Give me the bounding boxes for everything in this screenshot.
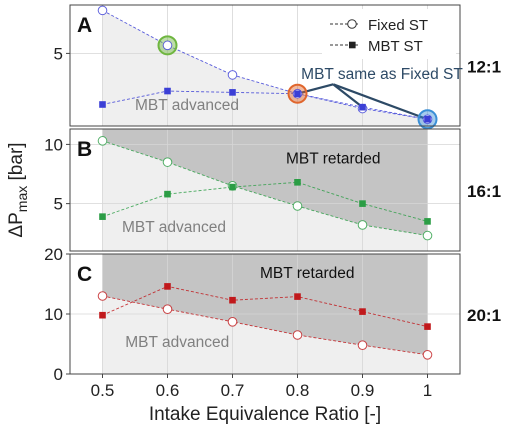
region-annotation: MBT retarded (260, 265, 354, 282)
y-tick-label: 5 (54, 44, 63, 63)
mbt-st-point (99, 213, 106, 220)
mbt-st-point (99, 311, 106, 319)
mbt-st-line (102, 90, 428, 120)
fixed-st-line (102, 9, 428, 120)
fixed-st-point (162, 157, 173, 167)
fixed-st-point (97, 291, 108, 301)
fixed-st-point (292, 330, 303, 340)
mbt-st-point (424, 323, 431, 330)
panel-label: B (77, 138, 92, 161)
series-lines (102, 9, 428, 356)
fixed-st-point (227, 70, 238, 80)
mbt-st-point (229, 89, 236, 96)
x-tick-label: 0.8 (286, 381, 310, 400)
region-annotation: MBT advanced (125, 334, 229, 351)
annotation-arrow (332, 83, 364, 109)
retarded-region-fill (102, 254, 428, 355)
mbt-st-point (229, 183, 236, 191)
fixed-st-line (102, 295, 428, 356)
annotation-arrow (297, 83, 334, 95)
fixed-st-point (357, 340, 368, 351)
legend-fixed-label: Fixed ST (368, 17, 428, 34)
fixed-st-point (97, 136, 108, 146)
region-annotation: MBT retarded (286, 150, 380, 167)
panel-label: A (77, 14, 92, 37)
compression-ratio-label: 12:1 (467, 58, 501, 77)
mbt-st-point (164, 87, 171, 95)
mbt-st-point (164, 283, 171, 290)
legend-fixed-marker (347, 19, 357, 29)
mbt-st-point (294, 90, 301, 98)
fixed-st-point (162, 40, 173, 51)
mbt-st-point (229, 296, 236, 304)
x-tick-label: 0.7 (221, 381, 245, 400)
fixed-st-point (422, 230, 433, 241)
mbt-st-line (102, 181, 428, 222)
y-axis-label-unit: [bar] (6, 142, 27, 185)
region-annotation: MBT advanced (135, 97, 239, 114)
mbt-st-point (359, 103, 366, 111)
y-tick-label: 10 (44, 305, 63, 324)
advanced-region-fill (102, 296, 428, 374)
y-tick-label: 20 (44, 245, 63, 264)
fixed-st-point (162, 304, 173, 315)
mbt-st-point (294, 293, 301, 300)
mbt-st-line (102, 285, 428, 328)
y-tick-label: 10 (44, 135, 63, 154)
data-markers (97, 5, 438, 360)
mbt-st-point (294, 179, 301, 186)
compression-ratio-label: 20:1 (467, 306, 501, 325)
y-tick-label: 0 (54, 365, 63, 384)
region-annotation: MBT advanced (122, 219, 226, 236)
fixed-st-line (102, 140, 428, 237)
mbt-st-point (359, 308, 366, 315)
shaded-regions (102, 10, 428, 374)
y-tick-label: 5 (54, 195, 63, 214)
legend-box (322, 9, 456, 59)
mbt-st-point (164, 190, 171, 198)
fixed-st-point (422, 350, 433, 360)
mbt-st-point (359, 200, 366, 207)
fixed-st-point (97, 5, 108, 16)
retarded-region-fill (102, 129, 428, 236)
compression-ratio-label: 16:1 (467, 182, 501, 201)
x-tick-label: 0.9 (351, 381, 375, 400)
panel-frame (69, 128, 461, 252)
mbt-st-point (424, 115, 431, 123)
region-annotation: MBT same as Fixed ST (301, 66, 463, 83)
legend-mbt-marker (349, 41, 356, 49)
panel-frames (66, 4, 461, 378)
x-tick-label: 1 (423, 381, 432, 400)
y-axis-label-main: ΔP (6, 212, 27, 237)
panel-label: C (77, 263, 92, 286)
fixed-st-point (292, 201, 303, 211)
mbt-st-point (424, 218, 431, 225)
y-axis-label: ΔPmax [bar] (6, 142, 30, 237)
fixed-st-point (227, 317, 238, 327)
x-tick-label: 0.6 (156, 381, 180, 400)
y-axis-label-subscript: max (14, 186, 30, 212)
panel-frame (69, 4, 461, 127)
advanced-region-fill (102, 10, 428, 127)
x-axis-label: Intake Equivalence Ratio [-] (149, 404, 381, 425)
annotation-arrow (332, 83, 428, 121)
mbt-st-point (99, 101, 106, 108)
legend-mbt-label: MBT ST (368, 38, 423, 55)
x-tick-label: 0.5 (91, 381, 115, 400)
fixed-st-point (357, 220, 368, 230)
